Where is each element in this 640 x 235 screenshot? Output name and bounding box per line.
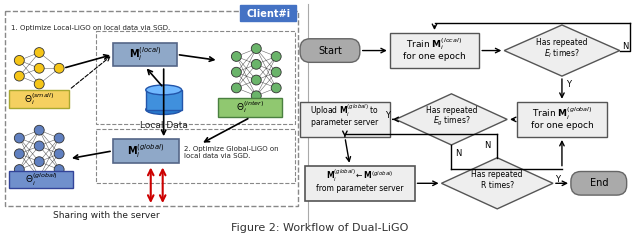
Text: N: N <box>621 42 628 51</box>
FancyBboxPatch shape <box>300 39 360 62</box>
Circle shape <box>232 51 241 61</box>
Circle shape <box>232 83 241 93</box>
Bar <box>241 5 296 21</box>
Bar <box>10 171 73 188</box>
Text: $\mathbf{M}_i^{(local)}$: $\mathbf{M}_i^{(local)}$ <box>129 46 161 63</box>
Circle shape <box>54 149 64 159</box>
Circle shape <box>35 63 44 73</box>
Circle shape <box>35 125 44 135</box>
Text: Start: Start <box>318 46 342 55</box>
Circle shape <box>54 63 64 73</box>
Ellipse shape <box>146 105 182 114</box>
Polygon shape <box>504 25 620 76</box>
Circle shape <box>14 133 24 143</box>
Polygon shape <box>442 158 553 209</box>
Text: 1. Optimize Local-LiGO on local data via SGD.: 1. Optimize Local-LiGO on local data via… <box>12 25 171 31</box>
Circle shape <box>232 67 241 77</box>
Circle shape <box>252 91 261 101</box>
Circle shape <box>252 75 261 85</box>
Bar <box>113 139 179 163</box>
Circle shape <box>14 149 24 159</box>
Bar <box>517 102 607 137</box>
Text: Sharing with the server: Sharing with the server <box>52 211 159 220</box>
Circle shape <box>271 67 281 77</box>
Text: $\mathbf{M}_i^{(global)}$: $\mathbf{M}_i^{(global)}$ <box>127 142 164 160</box>
Ellipse shape <box>146 85 182 95</box>
Bar <box>96 129 295 183</box>
Circle shape <box>35 79 44 89</box>
Bar <box>390 33 479 68</box>
Text: $\Theta_i^{(inter)}$: $\Theta_i^{(inter)}$ <box>236 100 264 115</box>
Bar <box>10 90 69 108</box>
Circle shape <box>35 172 44 182</box>
Circle shape <box>14 55 24 65</box>
FancyBboxPatch shape <box>571 172 627 195</box>
Circle shape <box>54 133 64 143</box>
Text: Has repeated: Has repeated <box>472 170 523 179</box>
Text: Train $\mathbf{M}_i^{(local)}$: Train $\mathbf{M}_i^{(local)}$ <box>406 37 463 52</box>
Text: Y: Y <box>555 175 560 184</box>
Text: Upload $\mathbf{M}_i^{(global)}$ to: Upload $\mathbf{M}_i^{(global)}$ to <box>310 102 380 119</box>
Text: $\mathbf{M}_i^{(global)}\leftarrow\mathbf{M}^{(global)}$: $\mathbf{M}_i^{(global)}\leftarrow\mathb… <box>326 168 394 184</box>
Text: Train $\mathbf{M}_i^{(global)}$: Train $\mathbf{M}_i^{(global)}$ <box>532 105 592 122</box>
Circle shape <box>35 48 44 57</box>
Text: R times?: R times? <box>481 181 514 190</box>
Text: Client#i: Client#i <box>246 9 291 19</box>
Text: Figure 2: Workflow of Dual-LiGO: Figure 2: Workflow of Dual-LiGO <box>231 223 409 233</box>
Circle shape <box>54 164 64 174</box>
Text: from parameter server: from parameter server <box>316 184 404 193</box>
Text: End: End <box>589 178 608 188</box>
Bar <box>300 102 390 137</box>
Text: N: N <box>456 149 462 158</box>
Text: $\Theta_i^{(small)}$: $\Theta_i^{(small)}$ <box>24 91 54 106</box>
Polygon shape <box>396 94 507 145</box>
Circle shape <box>252 44 261 54</box>
Text: Y: Y <box>385 111 390 120</box>
Bar <box>146 90 182 110</box>
Circle shape <box>271 83 281 93</box>
Circle shape <box>252 59 261 69</box>
Circle shape <box>14 164 24 174</box>
Bar <box>113 43 177 66</box>
Bar <box>5 11 298 206</box>
Circle shape <box>35 157 44 167</box>
Circle shape <box>35 141 44 151</box>
Text: $E_g$ times?: $E_g$ times? <box>433 115 470 128</box>
Text: Local Data: Local Data <box>140 121 188 130</box>
Text: $E_l$ times?: $E_l$ times? <box>544 47 580 60</box>
Text: $\Theta_i^{(global)}$: $\Theta_i^{(global)}$ <box>25 171 58 188</box>
Text: Has repeated: Has repeated <box>426 106 477 115</box>
Bar <box>305 166 415 201</box>
Text: Has repeated: Has repeated <box>536 38 588 47</box>
Text: parameter server: parameter server <box>311 118 378 127</box>
Bar <box>218 98 282 118</box>
Text: N: N <box>484 141 490 150</box>
Text: Y: Y <box>566 80 571 89</box>
Circle shape <box>14 71 24 81</box>
Bar <box>96 31 295 124</box>
Text: for one epoch: for one epoch <box>531 121 593 130</box>
Circle shape <box>271 51 281 61</box>
Text: 2. Optimize Global-LiGO on
local data via SGD.: 2. Optimize Global-LiGO on local data vi… <box>184 146 278 159</box>
Text: for one epoch: for one epoch <box>403 52 466 61</box>
